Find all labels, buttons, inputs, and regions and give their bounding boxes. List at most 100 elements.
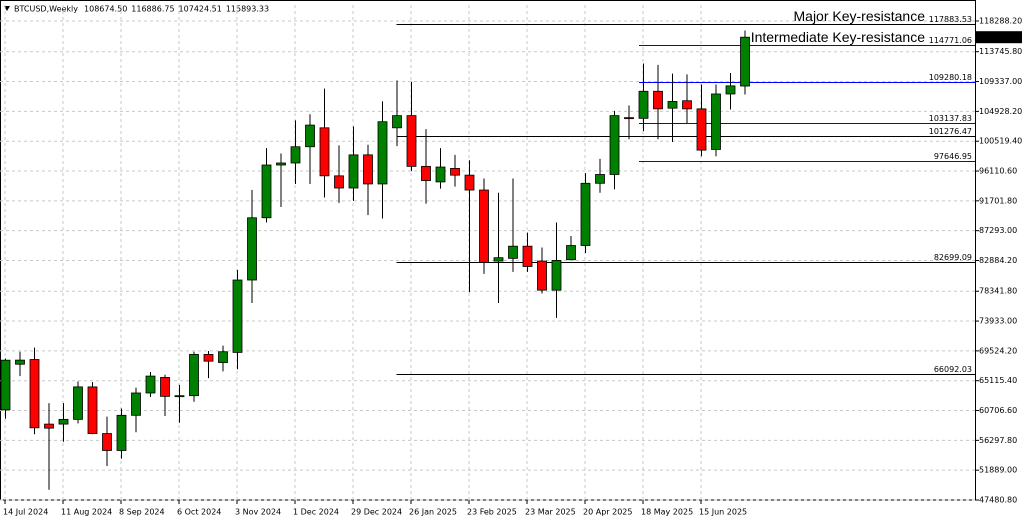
candle-body xyxy=(740,36,750,87)
candle-body xyxy=(73,386,83,420)
level-label: 101276.47 xyxy=(929,127,972,136)
candle-body xyxy=(435,166,446,183)
y-tick-label: 47480.80 xyxy=(979,496,1017,505)
x-tick-label: 1 Dec 2024 xyxy=(293,508,339,517)
candle-body xyxy=(145,375,156,394)
chart-title: BTCUSD,Weekly xyxy=(14,5,78,14)
candle-body xyxy=(522,245,533,267)
level-annotation: Major Key-resistance xyxy=(794,8,926,24)
candle-body xyxy=(450,167,460,176)
y-tick-label: 56297.80 xyxy=(979,436,1017,445)
x-tick-label: 20 Apr 2025 xyxy=(583,508,632,517)
candle-body xyxy=(218,351,228,363)
candle-body xyxy=(624,117,634,120)
candle-body xyxy=(131,392,141,416)
header-ohlc: 115893.33 xyxy=(226,5,269,14)
candle-body xyxy=(348,154,359,189)
candle-body xyxy=(0,359,11,411)
level-label: 117883.53 xyxy=(929,15,972,24)
candle-body xyxy=(203,354,214,362)
x-tick-label: 23 Feb 2025 xyxy=(467,508,517,517)
candle-body xyxy=(406,115,417,167)
y-tick-label: 104928.20 xyxy=(979,107,1022,116)
y-tick-label: 91701.80 xyxy=(979,196,1017,205)
x-tick-label: 14 Jul 2024 xyxy=(3,508,48,517)
candle-body xyxy=(667,101,678,109)
candle-body xyxy=(638,90,649,119)
candle-body xyxy=(189,354,199,397)
y-tick-label: 73933.00 xyxy=(979,317,1017,326)
candle-body xyxy=(551,259,562,291)
candle-body xyxy=(537,260,547,291)
level-label: 82699.09 xyxy=(934,253,972,262)
candle-body xyxy=(566,245,576,261)
x-tick-label: 3 Nov 2024 xyxy=(235,508,281,517)
candle-body xyxy=(319,127,330,177)
x-tick-label: 29 Dec 2024 xyxy=(351,508,402,517)
candle-body xyxy=(15,359,25,365)
candle-body xyxy=(174,395,185,398)
level-label: 66092.03 xyxy=(934,365,972,374)
candle-body xyxy=(392,115,402,129)
candle-body xyxy=(363,154,373,185)
candle-body xyxy=(232,279,243,353)
x-tick-label: 18 May 2025 xyxy=(641,508,693,517)
header-ohlc: 107424.51 xyxy=(179,5,222,14)
y-tick-label: 96110.60 xyxy=(979,167,1017,176)
x-tick-label: 23 Mar 2025 xyxy=(525,508,576,517)
candle-body xyxy=(508,245,518,259)
level-label: 109280.18 xyxy=(929,73,972,82)
candle-body xyxy=(102,433,112,451)
level-label: 114771.06 xyxy=(929,36,972,45)
candle-body xyxy=(580,182,591,246)
y-tick-label: 51889.00 xyxy=(979,466,1017,475)
y-tick-label: 69524.20 xyxy=(979,346,1017,355)
candle-body xyxy=(725,85,736,95)
level-annotation: Intermediate Key-resistance xyxy=(751,29,926,45)
candle-body xyxy=(595,174,605,184)
candle-body xyxy=(44,423,54,429)
y-tick-label: 78341.80 xyxy=(979,287,1017,296)
y-tick-label: 118288.20 xyxy=(979,16,1022,25)
candle-body xyxy=(377,121,388,185)
candle-body xyxy=(29,359,40,429)
price-box xyxy=(976,31,1022,44)
candle-body xyxy=(682,100,692,110)
y-tick-label: 100519.40 xyxy=(979,137,1022,146)
x-tick-label: 11 Aug 2024 xyxy=(61,508,112,517)
candle-body xyxy=(479,189,489,263)
candle-body xyxy=(261,164,272,219)
y-tick-label: 60706.60 xyxy=(979,406,1017,415)
level-label: 103137.83 xyxy=(929,114,972,123)
candle-body xyxy=(290,146,301,164)
candle-body xyxy=(421,165,431,181)
y-tick-label: 65115.40 xyxy=(979,376,1017,385)
candle-body xyxy=(464,174,475,191)
x-tick-label: 8 Sep 2024 xyxy=(119,508,165,517)
y-tick-label: 113745.80 xyxy=(979,47,1022,56)
candle-body xyxy=(493,257,504,262)
price-label: 115893.33 xyxy=(979,33,1022,42)
x-tick-label: 6 Oct 2024 xyxy=(177,508,221,517)
candle-body xyxy=(247,217,257,281)
level-label: 97646.95 xyxy=(934,152,972,161)
y-tick-label: 109337.00 xyxy=(979,77,1022,86)
candle-body xyxy=(653,90,663,110)
candle-body xyxy=(116,414,127,451)
candle-body xyxy=(58,418,69,425)
header-ohlc: 116886.75 xyxy=(131,5,174,14)
candle-body xyxy=(305,124,315,148)
header-ohlc: 108674.50 xyxy=(84,5,127,14)
x-tick-label: 15 Jun 2025 xyxy=(699,508,747,517)
candle-body xyxy=(87,386,98,434)
candle-body xyxy=(696,108,707,151)
candle-body xyxy=(276,162,286,166)
x-tick-label: 26 Jan 2025 xyxy=(409,508,457,517)
candle-body xyxy=(334,175,344,189)
candle-body xyxy=(160,377,170,397)
y-tick-label: 82884.20 xyxy=(979,256,1017,265)
candle-body xyxy=(711,93,721,150)
candle-body xyxy=(609,115,620,175)
y-tick-label: 87293.00 xyxy=(979,226,1017,235)
